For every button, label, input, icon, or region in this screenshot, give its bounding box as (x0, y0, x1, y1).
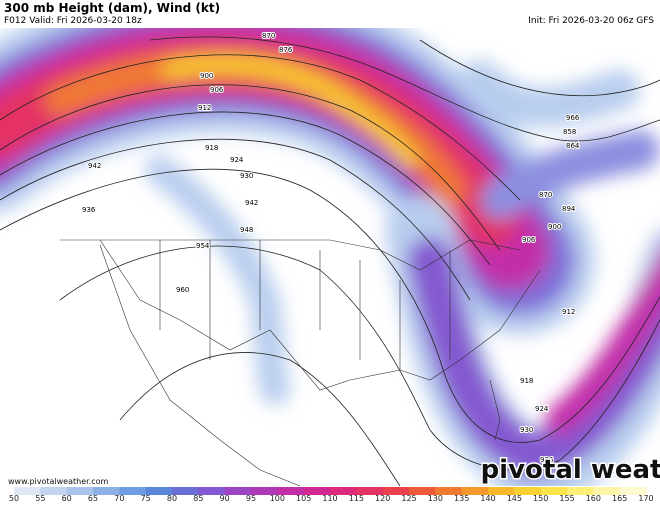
contour-label: 900 (200, 72, 213, 80)
contour-label: 906 (522, 236, 536, 244)
colorbar-swatch (619, 487, 647, 495)
contour-label: 912 (198, 104, 211, 112)
colorbar-swatch (224, 487, 252, 495)
contour-label: 948 (240, 226, 253, 234)
watermark: pivotal weather (481, 455, 660, 485)
colorbar-label: 110 (322, 494, 337, 503)
colorbar-swatch (303, 487, 331, 495)
contour-label: 924 (230, 156, 244, 164)
colorbar-label: 105 (296, 494, 311, 503)
contour-label: 876 (279, 46, 293, 54)
colorbar-swatch (567, 487, 594, 495)
colorbar-swatch (356, 487, 384, 495)
contour-label: 912 (562, 308, 575, 316)
contour-label: 930 (240, 172, 253, 180)
colorbar-label: 125 (401, 494, 416, 503)
colorbar-swatch (461, 487, 489, 495)
contour-label: 942 (88, 162, 101, 170)
contour-label: 894 (562, 205, 576, 213)
colorbar-swatch (198, 487, 226, 495)
colorbar-swatch (145, 487, 173, 495)
contour-label: 858 (563, 128, 576, 136)
colorbar-swatch (119, 487, 147, 495)
colorbar: 50 55 60 65 70 75 80 85 90 95 100 105 110 115 120 125 13… (0, 486, 660, 510)
colorbar-swatch (540, 487, 568, 495)
colorbar-swatch (488, 487, 515, 495)
contour-label: 966 (566, 114, 580, 122)
colorbar-label: 60 (62, 494, 72, 503)
site-credit: www.pivotalweather.com (8, 477, 109, 486)
contour-label: 924 (535, 405, 549, 413)
colorbar-swatch (382, 487, 410, 495)
colorbar-swatch (277, 487, 305, 495)
contour-label: 870 (262, 32, 275, 40)
wind-shading (0, 28, 660, 486)
colorbar-label: 100 (270, 494, 285, 503)
title: 300 mb Height (dam), Wind (kt) (4, 1, 221, 15)
init-time: Init: Fri 2026-03-20 06z GFS (528, 16, 654, 26)
contour-label: 864 (566, 142, 580, 150)
colorbar-label: 65 (88, 494, 98, 503)
colorbar-swatch (40, 487, 68, 495)
contour-label: 918 (205, 144, 218, 152)
colorbar-label: 165 (612, 494, 627, 503)
contour-labels: 870 876 900 906 912 918 924 930 936 942 948 954 960 9… (81, 31, 581, 465)
colorbar-label: 80 (167, 494, 177, 503)
colorbar-swatch (251, 487, 278, 495)
valid-time: F012 Valid: Fri 2026-03-20 18z (4, 16, 142, 26)
colorbar-swatch (93, 487, 120, 495)
colorbar-swatch (409, 487, 436, 495)
colorbar-swatch (435, 487, 463, 495)
colorbar-label: 145 (507, 494, 522, 503)
colorbar-label: 55 (35, 494, 45, 503)
contour-label: 906 (210, 86, 224, 94)
contour-label: 942 (245, 199, 258, 207)
colorbar-label: 75 (141, 494, 151, 503)
colorbar-label: 70 (114, 494, 124, 503)
colorbar-label: 130 (428, 494, 443, 503)
colorbar-label: 155 (559, 494, 574, 503)
colorbar-swatch (514, 487, 542, 495)
colorbar-label: 150 (533, 494, 548, 503)
colorbar-label: 90 (220, 494, 230, 503)
contour-label: 918 (520, 377, 533, 385)
colorbar-label: 50 (9, 494, 19, 503)
height-contours (0, 36, 660, 486)
colorbar-label: 140 (480, 494, 495, 503)
colorbar-label: 160 (586, 494, 601, 503)
colorbar-swatch (172, 487, 199, 495)
colorbar-swatch (66, 487, 94, 495)
colorbar-label: 170 (638, 494, 653, 503)
colorbar-label: 95 (246, 494, 256, 503)
contour-label: 960 (176, 286, 189, 294)
contour-label: 936 (540, 456, 554, 464)
contour-label: 936 (82, 206, 96, 214)
borders (60, 239, 541, 486)
contour-label: 900 (548, 223, 561, 231)
colorbar-label: 120 (375, 494, 390, 503)
contour-label: 870 (539, 191, 552, 199)
colorbar-swatch (330, 487, 357, 495)
colorbar-swatch (593, 487, 621, 495)
colorbar-label: 135 (454, 494, 469, 503)
colorbar-swatch (14, 487, 41, 495)
contour-label: 930 (520, 426, 533, 434)
colorbar-label: 85 (193, 494, 203, 503)
contour-label: 954 (196, 242, 210, 250)
colorbar-label: 115 (349, 494, 364, 503)
